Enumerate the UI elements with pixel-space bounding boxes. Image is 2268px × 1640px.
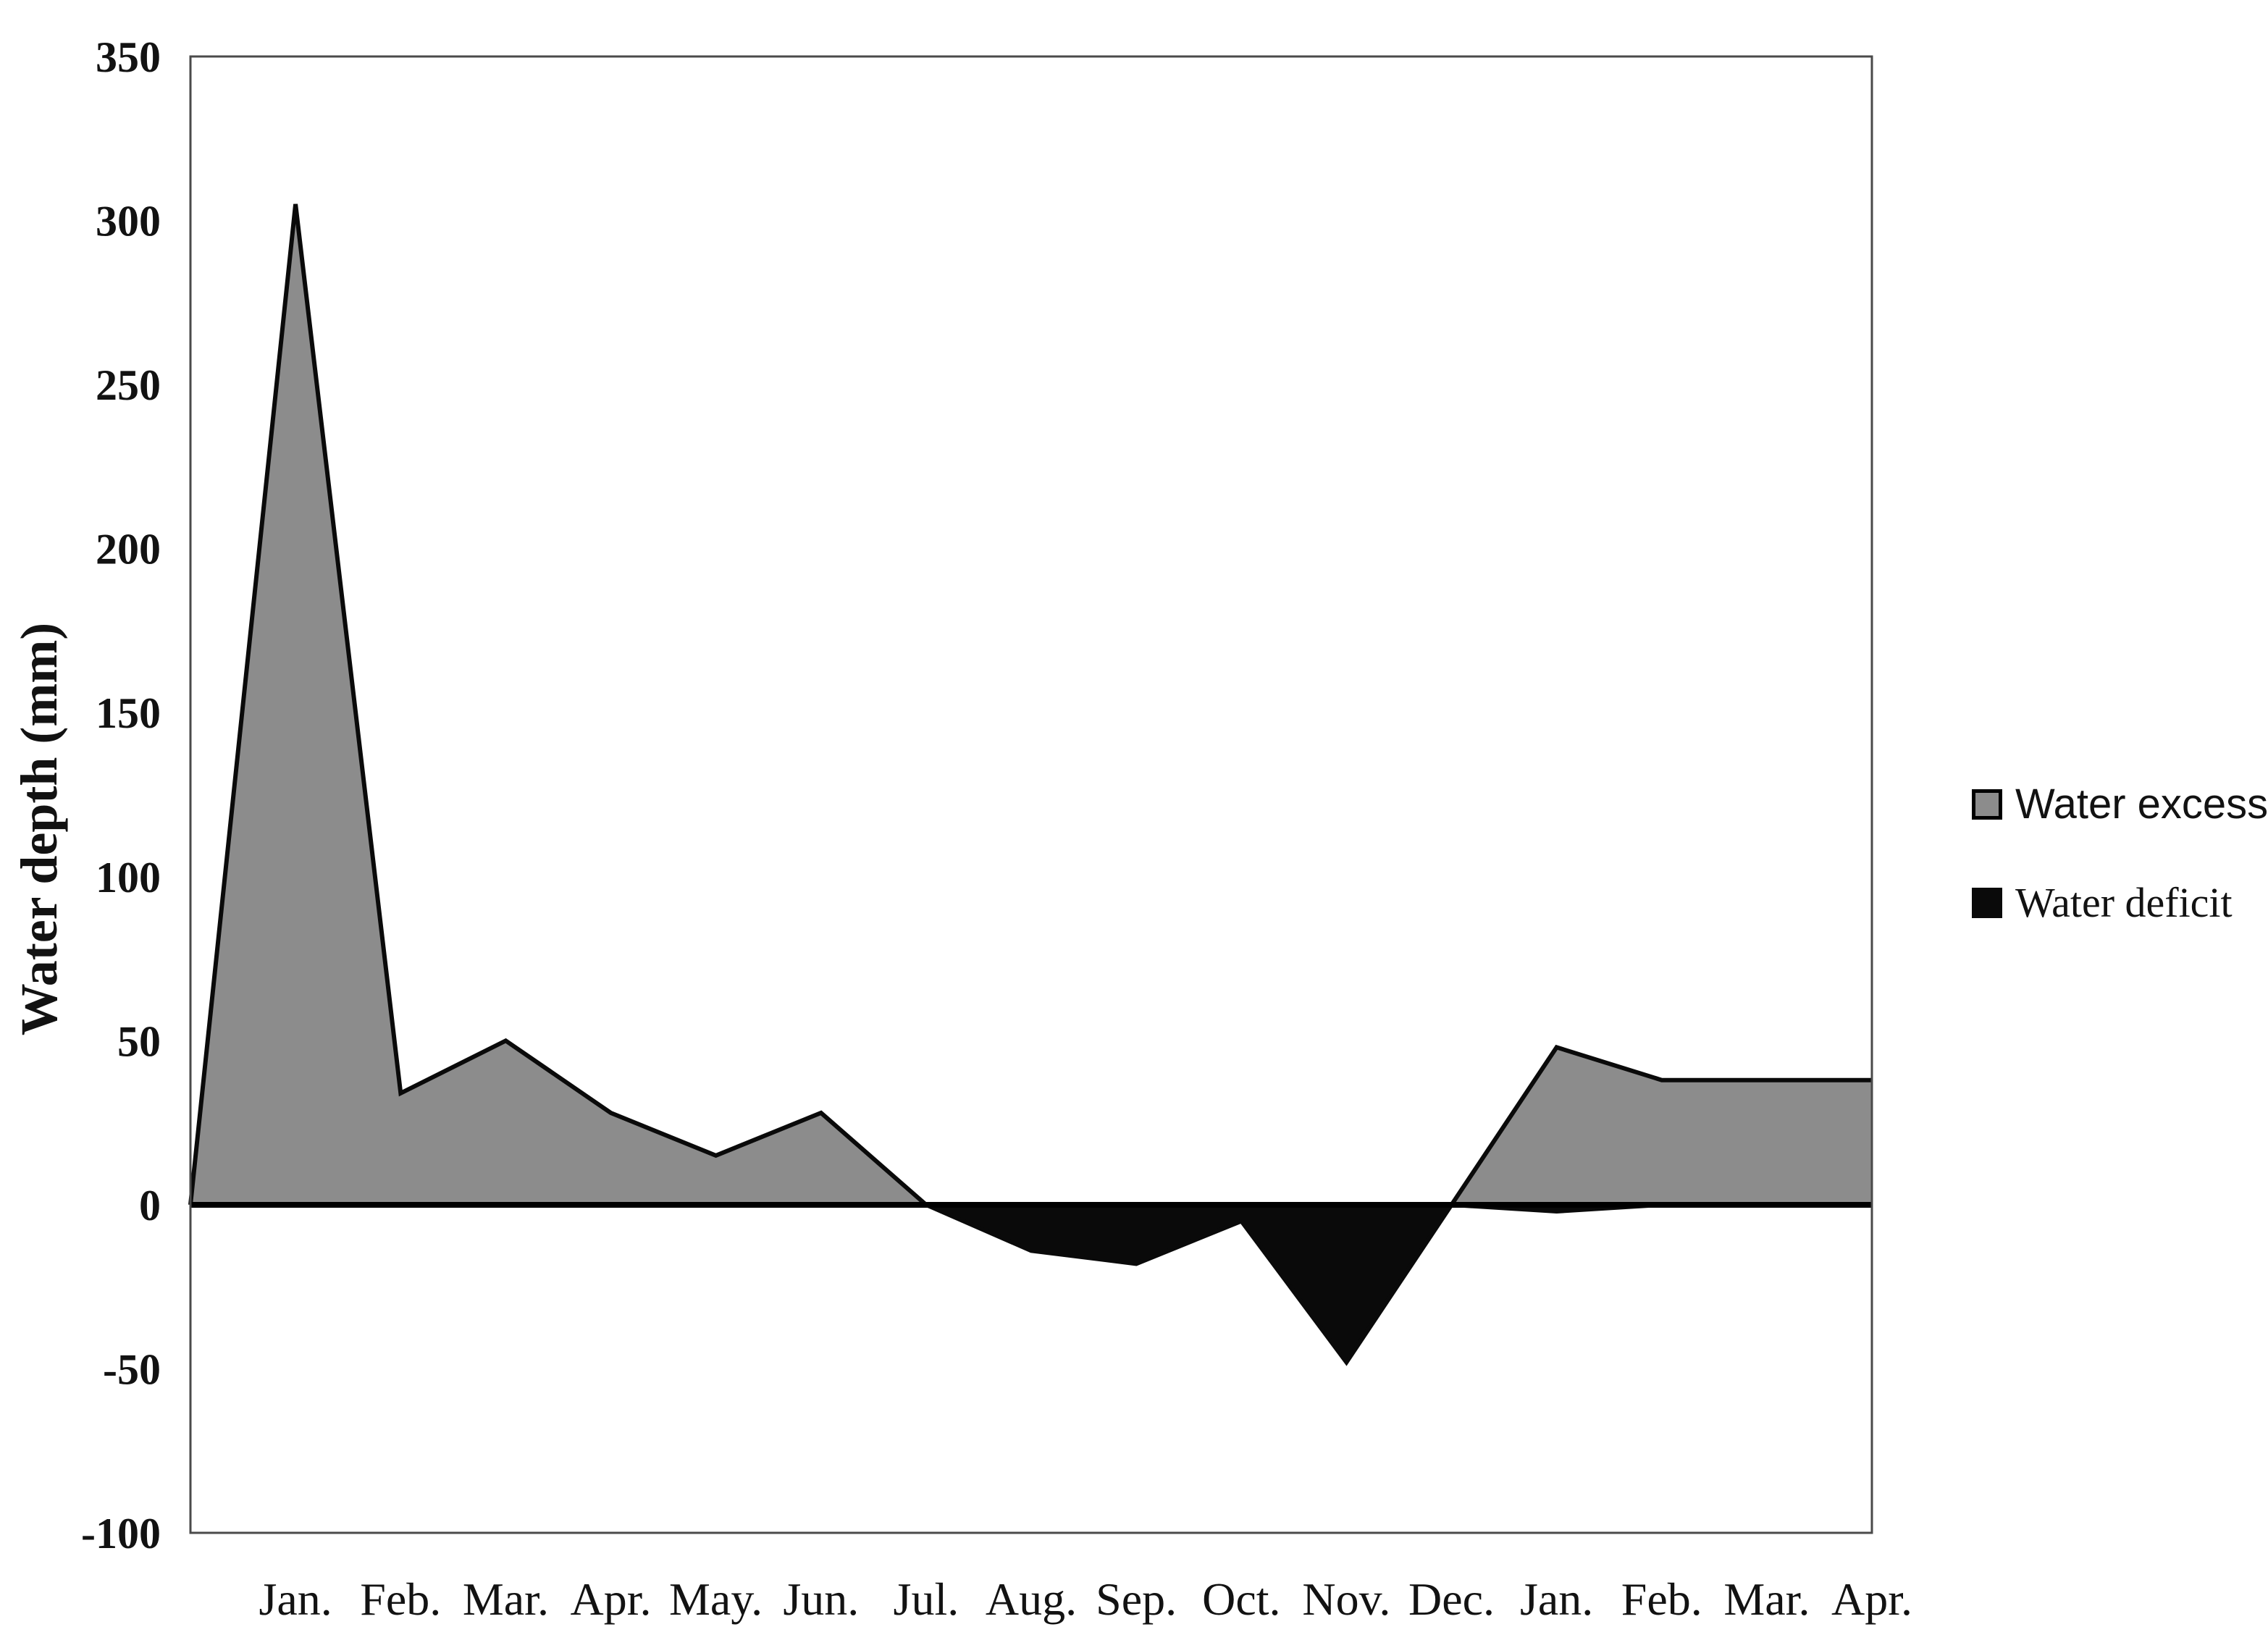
x-tick-label: Feb. [1621, 1573, 1702, 1625]
x-axis-tick-labels: Jan. Feb. Mar. Apr. May. Jun. Jul. Aug. Sep. Oct.… [259, 1573, 1912, 1625]
water-excess-swatch-icon [1972, 789, 2002, 820]
x-tick-label: Feb. [360, 1573, 441, 1625]
legend-label-water-deficit: Water deficit [2015, 879, 2233, 926]
x-tick-label: May. [669, 1573, 763, 1625]
y-axis-title: Water depth (mm) [10, 623, 68, 1036]
y-tick-label: 50 [117, 1017, 161, 1065]
water-excess-area [190, 203, 1872, 1205]
y-tick-label: -50 [103, 1345, 161, 1393]
y-tick-label: 350 [96, 33, 161, 81]
legend-item-water-deficit: Water deficit [1972, 882, 2268, 924]
x-tick-label: Sep. [1096, 1573, 1177, 1625]
plot-frame [189, 55, 1873, 1534]
x-tick-label: Jul. [894, 1573, 959, 1625]
x-tick-label: Mar. [463, 1573, 549, 1625]
x-tick-label: Apr. [571, 1573, 652, 1625]
x-tick-label: Mar. [1723, 1573, 1810, 1625]
x-tick-label: Jun. [783, 1573, 859, 1625]
y-axis-tick-labels: 350 300 250 200 150 100 50 0 -50 -100 [81, 33, 161, 1557]
y-tick-label: 250 [96, 361, 161, 409]
water-deficit-swatch-icon [1972, 888, 2002, 918]
y-tick-label: 200 [96, 526, 161, 573]
y-tick-label: 300 [96, 198, 161, 245]
legend: Water excess Water deficit [1972, 783, 2268, 924]
series-areas [188, 203, 1872, 1366]
x-tick-label: Jan. [1520, 1573, 1593, 1625]
x-tick-label: Oct. [1202, 1573, 1280, 1625]
x-tick-label: Dec. [1408, 1573, 1495, 1625]
legend-item-water-excess: Water excess [1972, 783, 2268, 825]
x-tick-label: Nov. [1302, 1573, 1390, 1625]
y-tick-label: -100 [81, 1510, 161, 1557]
y-tick-label: 150 [96, 689, 161, 737]
x-tick-label: Apr. [1831, 1573, 1912, 1625]
water-deficit-area [190, 1204, 1872, 1363]
y-tick-label: 100 [96, 854, 161, 901]
legend-label-water-excess: Water excess [2015, 781, 2268, 828]
x-tick-label: Jan. [259, 1573, 332, 1625]
water-excess-line [188, 203, 1872, 1207]
x-tick-label: Aug. [986, 1573, 1077, 1625]
y-tick-label: 0 [139, 1182, 161, 1229]
